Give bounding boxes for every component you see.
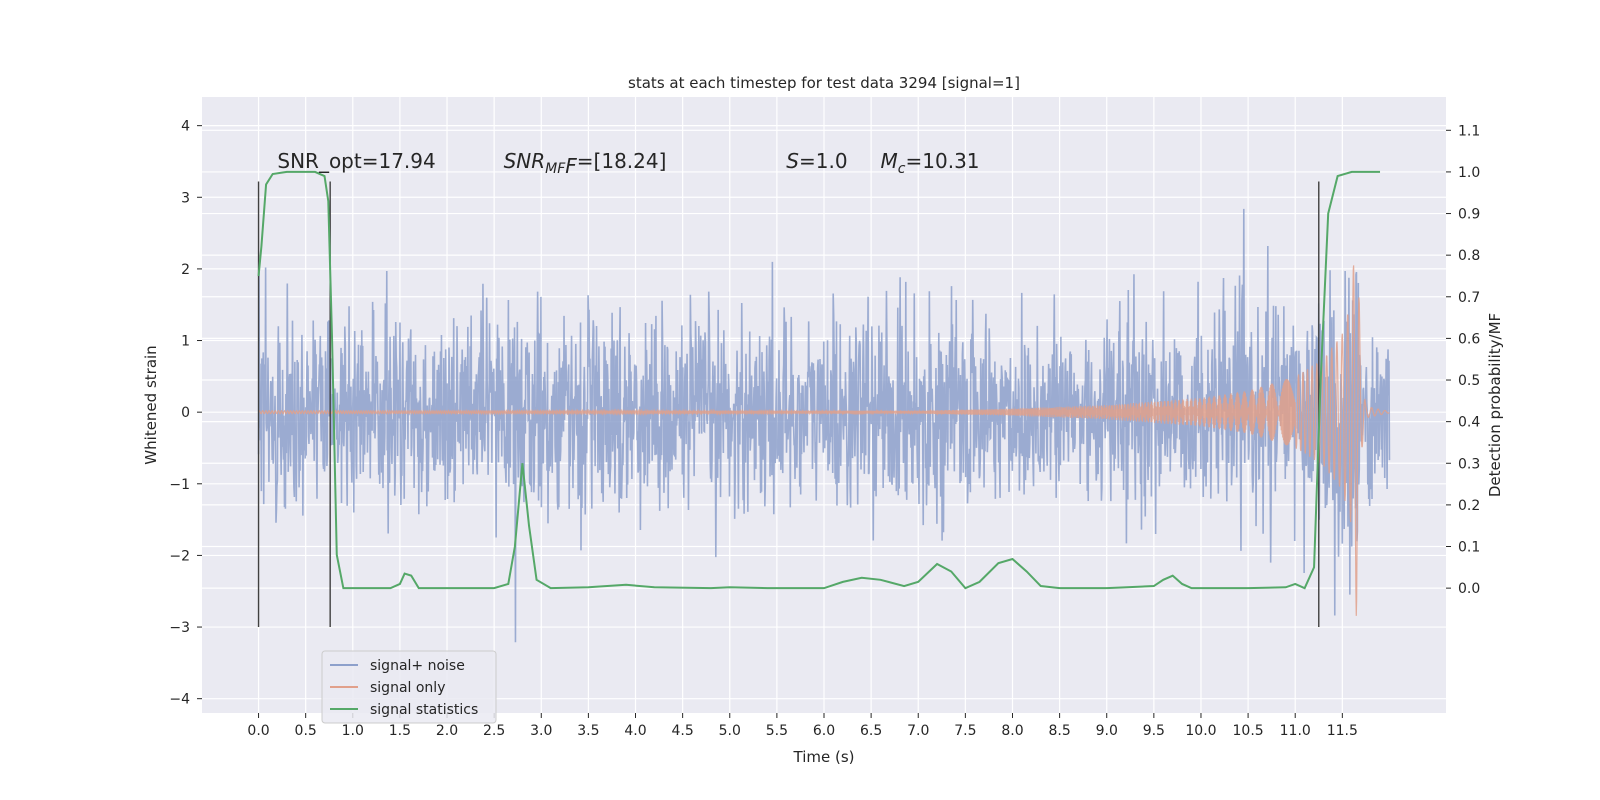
annotation-value: =[18.24] [577, 149, 667, 173]
x-tick-label: 8.0 [1001, 723, 1023, 739]
x-tick-label: 2.0 [436, 723, 458, 739]
x-tick-label: 10.5 [1233, 723, 1264, 739]
y2-tick-label: 0.7 [1458, 290, 1480, 306]
y-tick-label: −3 [169, 620, 190, 636]
annotation-value: =1.0 [799, 149, 848, 173]
x-tick-label: 8.5 [1048, 723, 1070, 739]
x-tick-label: 6.0 [813, 723, 835, 739]
x-tick-label: 5.5 [766, 723, 788, 739]
annotation-text: Mc=10.31 [881, 149, 980, 177]
legend-label: signal+ noise [370, 658, 465, 674]
legend: signal+ noise signal only signal statistic… [321, 650, 497, 724]
y-tick-label: 4 [181, 119, 190, 135]
x-tick-label: 9.0 [1096, 723, 1118, 739]
x-tick-label: 7.0 [907, 723, 929, 739]
x-tick-label: 11.5 [1327, 723, 1358, 739]
axes-layer: 0.0 0.5 1.0 1.5 2.0 2.5 3.0 3.5 4.0 4.5 5.0 5.5 6.0 6… [169, 119, 1480, 739]
x-tick-label: 1.0 [342, 723, 364, 739]
y2-tick-label: 0.9 [1458, 207, 1480, 223]
annotation-base: M [881, 149, 898, 173]
y2-axis-label: Detection probability/MF [1486, 313, 1504, 497]
annotation-text: SNRMFF=[18.24] [504, 149, 667, 178]
signal-noise-line [257, 208, 1391, 643]
signal-statistics-line [257, 170, 1381, 590]
x-tick-label: 6.5 [860, 723, 882, 739]
y-tick-label: −2 [169, 548, 190, 564]
x-tick-label: 10.0 [1185, 723, 1216, 739]
y2-tick-label: 0.0 [1458, 581, 1480, 597]
x-tick-label: 3.5 [577, 723, 599, 739]
y-tick-label: 1 [181, 334, 190, 350]
annotation-subscript: c [898, 161, 906, 177]
chart-title: stats at each timestep for test data 329… [628, 74, 1020, 92]
y-tick-label: −4 [169, 692, 190, 708]
x-tick-label: 9.5 [1143, 723, 1165, 739]
signal-noise-series [257, 208, 1391, 643]
x-tick-label: 4.5 [672, 723, 694, 739]
x-tick-label: 1.5 [389, 723, 411, 739]
y-tick-label: 2 [181, 262, 190, 278]
y2-tick-label: 0.5 [1458, 373, 1480, 389]
x-tick-label: 11.0 [1280, 723, 1311, 739]
y2-tick-label: 0.1 [1458, 540, 1480, 556]
y2-tick-label: 0.6 [1458, 331, 1480, 347]
annotation-text: SNR_opt=17.94 [277, 149, 435, 173]
legend-box [321, 650, 497, 724]
x-tick-label: 3.0 [530, 723, 552, 739]
y2-tick-label: 0.4 [1458, 415, 1480, 431]
annotation-f: F [565, 154, 577, 178]
legend-label: signal only [370, 680, 445, 696]
y2-tick-label: 0.3 [1458, 456, 1480, 472]
legend-label: signal statistics [370, 702, 478, 718]
y-tick-label: 0 [181, 405, 190, 421]
annotation-subscript: MF [545, 161, 566, 177]
annotation-base: SNR [504, 149, 546, 173]
x-tick-label: 7.5 [954, 723, 976, 739]
y-tick-label: 3 [181, 190, 190, 206]
signal-statistics-series [257, 170, 1381, 590]
x-tick-label: 2.5 [483, 723, 505, 739]
x-tick-label: 5.0 [719, 723, 741, 739]
y2-tick-label: 0.2 [1458, 498, 1480, 514]
annotation-value: =10.31 [906, 149, 980, 173]
x-tick-label: 0.5 [295, 723, 317, 739]
signal-only-line [257, 265, 1390, 616]
x-tick-label: 0.0 [247, 723, 269, 739]
annotation-base: S [786, 149, 799, 173]
x-tick-label: 4.0 [624, 723, 646, 739]
annotation-text: S=1.0 [786, 149, 847, 173]
y2-tick-label: 1.1 [1458, 123, 1480, 139]
y-axis-label: Whitened strain [142, 345, 160, 464]
y2-tick-label: 0.8 [1458, 248, 1480, 264]
signal-only-series [257, 265, 1390, 616]
x-axis-label: Time (s) [793, 748, 855, 766]
y-tick-label: −1 [169, 477, 190, 493]
y2-tick-label: 1.0 [1458, 165, 1480, 181]
annotations: SNR_opt=17.94 SNRMFF=[18.24] S=1.0 Mc=10.31 [277, 149, 979, 178]
